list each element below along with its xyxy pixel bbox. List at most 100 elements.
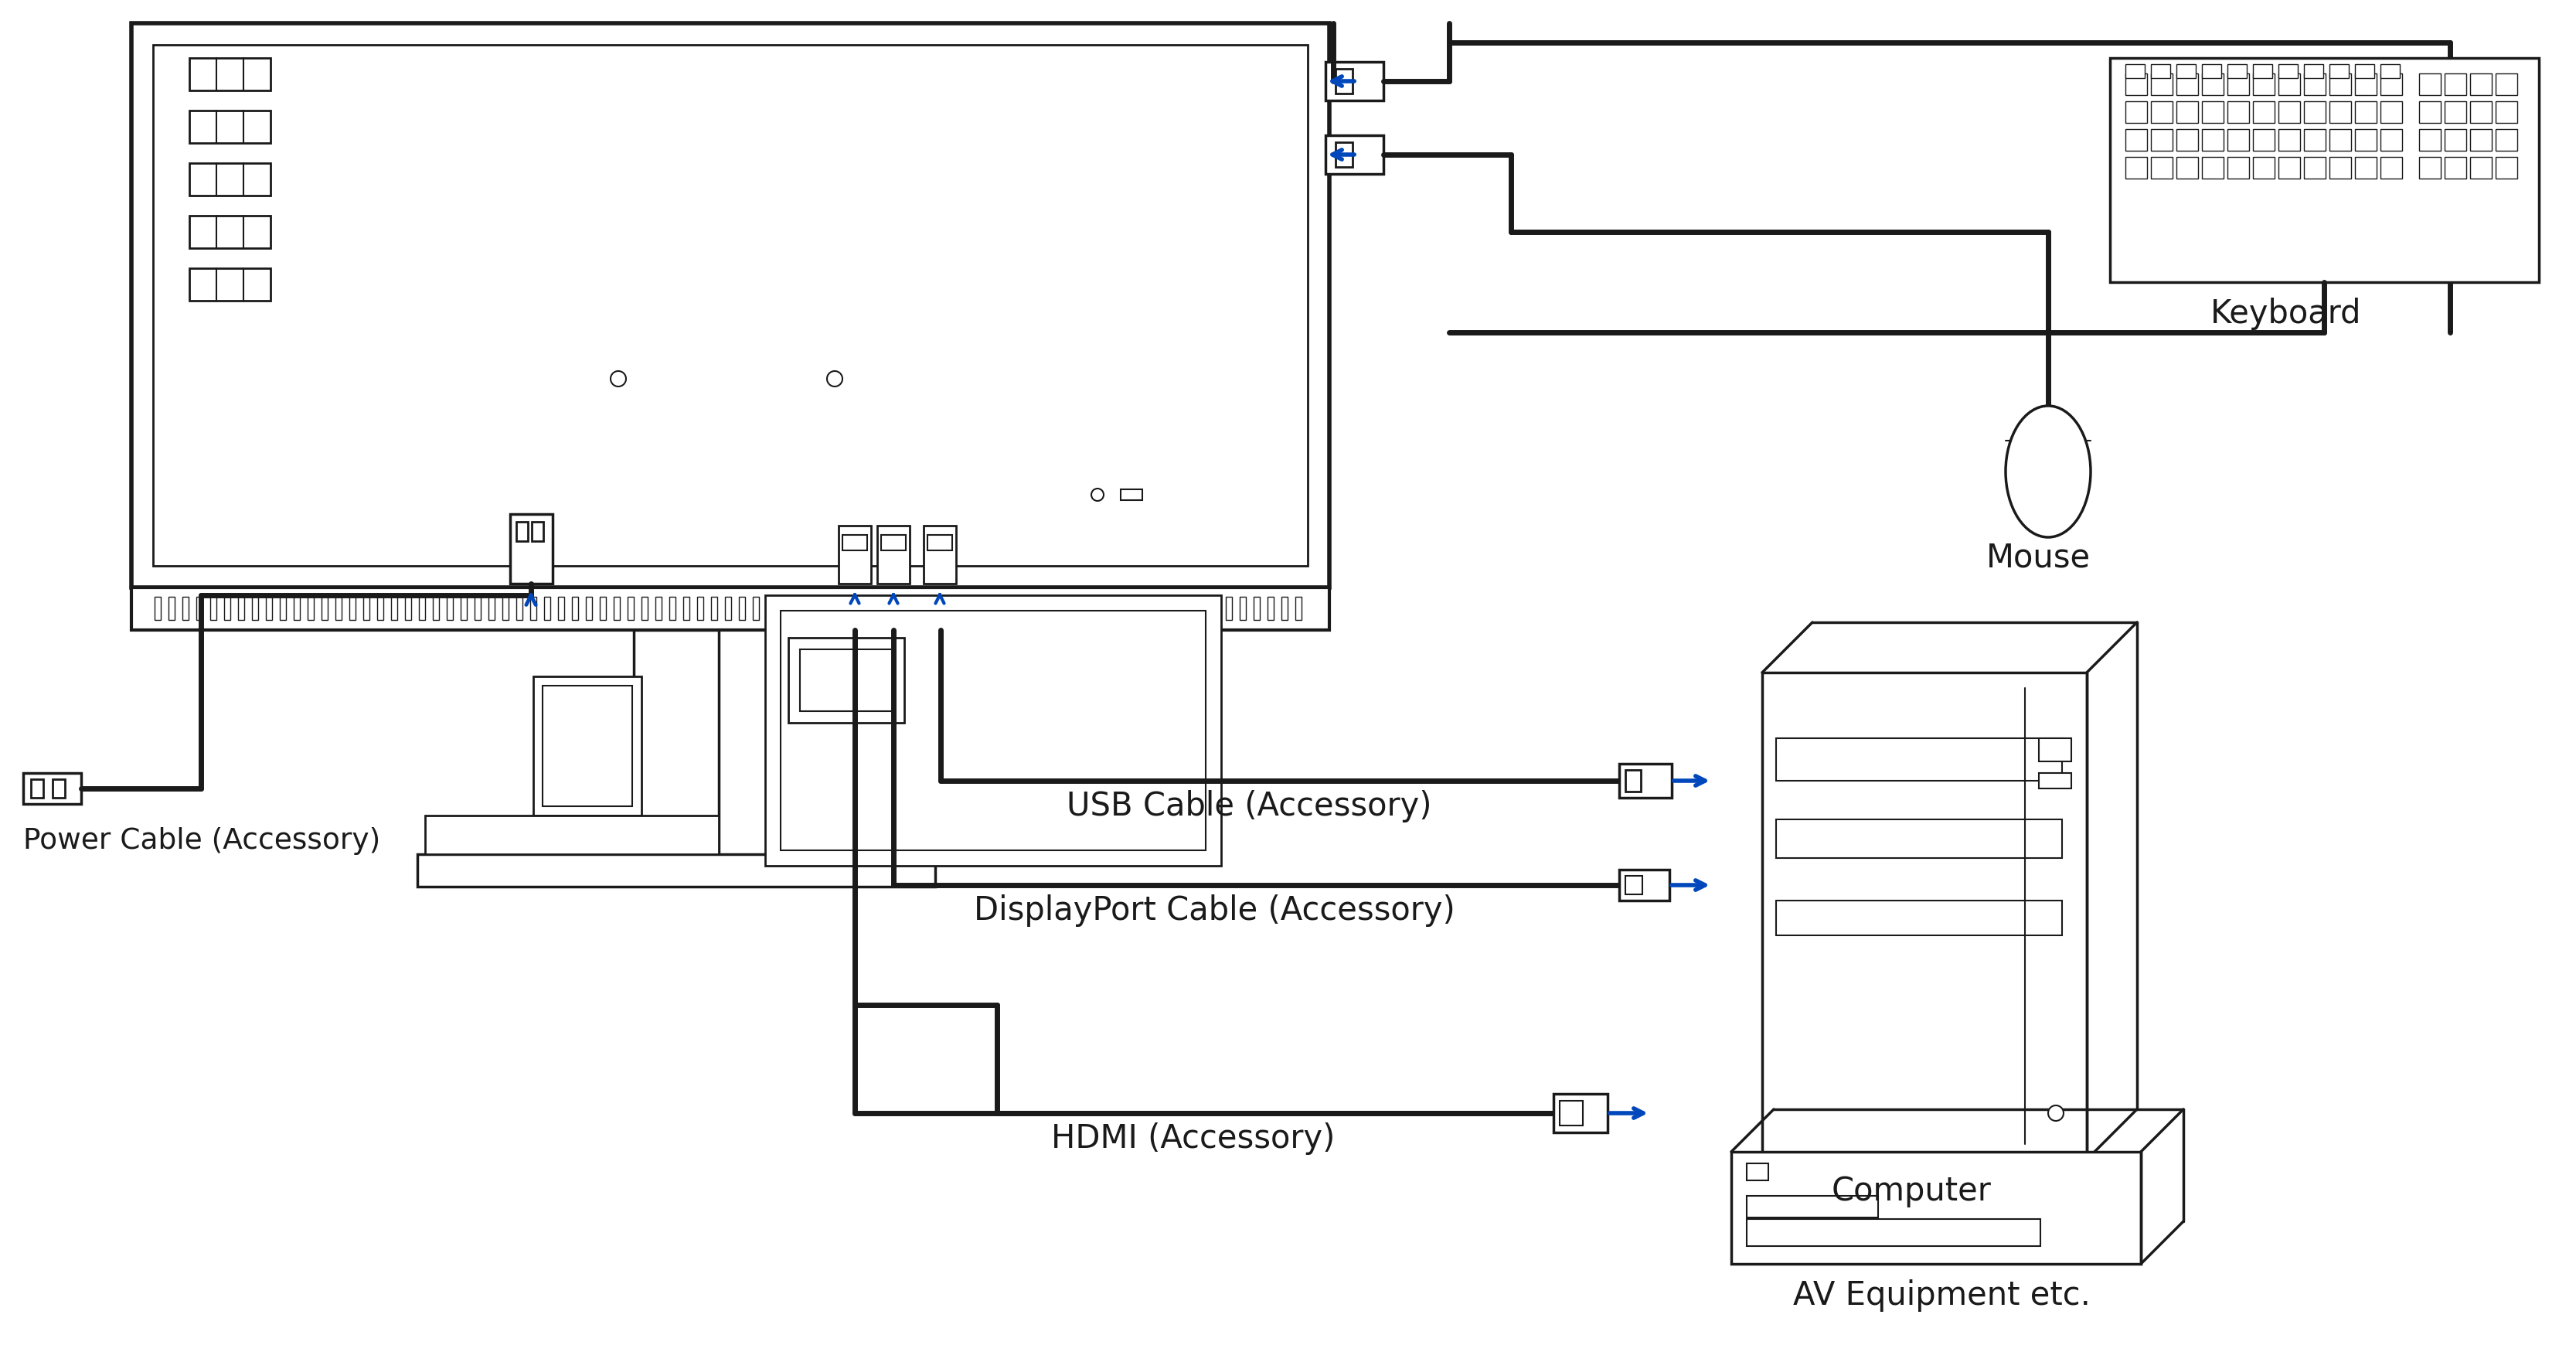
Bar	[1046, 597, 1051, 620]
Text: Mouse: Mouse	[1986, 541, 2092, 574]
Bar	[2254, 129, 2275, 151]
Bar	[531, 522, 544, 541]
Bar	[2329, 157, 2352, 178]
Bar	[1170, 597, 1177, 620]
Bar	[613, 597, 621, 620]
Bar	[920, 597, 925, 620]
Bar	[544, 597, 551, 620]
Bar	[1334, 142, 1352, 167]
Bar	[183, 597, 188, 620]
Bar	[2445, 157, 2465, 178]
Bar	[2110, 57, 2540, 282]
Bar	[2228, 74, 2249, 94]
Bar	[1747, 1197, 1878, 1217]
Bar	[433, 597, 438, 620]
Bar	[502, 597, 507, 620]
Bar	[863, 597, 871, 620]
Bar	[2380, 74, 2401, 94]
Text: USB Cable (Accessory): USB Cable (Accessory)	[1066, 790, 1432, 823]
Bar	[2419, 101, 2439, 123]
Bar	[2202, 64, 2221, 78]
Bar	[1625, 876, 1643, 894]
Bar	[881, 535, 907, 550]
Bar	[2202, 74, 2223, 94]
Bar	[363, 597, 368, 620]
Bar	[850, 597, 855, 620]
Bar	[948, 597, 953, 620]
Bar	[752, 597, 760, 620]
Text: Computer: Computer	[1832, 1175, 1991, 1207]
Bar	[683, 597, 690, 620]
Bar	[989, 597, 994, 620]
Bar	[1121, 489, 1141, 500]
Bar	[822, 597, 829, 620]
Bar	[131, 587, 1329, 630]
Bar	[167, 597, 175, 620]
Bar	[1775, 820, 2061, 858]
Bar	[392, 597, 397, 620]
Bar	[224, 597, 229, 620]
Bar	[294, 597, 299, 620]
Bar	[191, 216, 270, 248]
Bar	[191, 111, 270, 142]
Bar	[2354, 101, 2378, 123]
Bar	[335, 597, 343, 620]
Bar	[1157, 597, 1162, 620]
Bar	[837, 597, 842, 620]
Bar	[1747, 1218, 2040, 1246]
Bar	[2303, 101, 2326, 123]
Bar	[252, 597, 258, 620]
Bar	[2496, 157, 2517, 178]
Bar	[1087, 597, 1092, 620]
Bar	[2354, 157, 2378, 178]
Bar	[925, 526, 956, 583]
Bar	[1280, 597, 1288, 620]
Bar	[425, 816, 719, 854]
Bar	[2254, 101, 2275, 123]
Bar	[131, 23, 1329, 587]
Bar	[1198, 597, 1203, 620]
Bar	[907, 597, 912, 620]
Bar	[1775, 901, 2061, 935]
Bar	[2177, 101, 2197, 123]
Bar	[585, 597, 592, 620]
Bar	[2277, 129, 2300, 151]
Bar	[211, 597, 216, 620]
Bar	[2419, 129, 2439, 151]
Bar	[350, 597, 355, 620]
Bar	[1731, 1151, 2141, 1264]
Text: Power Cable (Accessory): Power Cable (Accessory)	[23, 827, 381, 856]
Bar	[1747, 1218, 2040, 1246]
Bar	[1018, 597, 1023, 620]
Bar	[2177, 129, 2197, 151]
Bar	[2380, 64, 2401, 78]
Bar	[515, 522, 528, 541]
Bar	[196, 597, 204, 620]
Bar	[1267, 597, 1273, 620]
Bar	[52, 779, 64, 798]
Bar	[698, 597, 703, 620]
Bar	[1620, 869, 1669, 901]
Bar	[739, 597, 744, 620]
Bar	[1553, 1094, 1607, 1132]
Bar	[1115, 597, 1121, 620]
Bar	[781, 611, 1206, 850]
Bar	[1558, 1101, 1582, 1125]
Bar	[2228, 129, 2249, 151]
Ellipse shape	[2007, 405, 2092, 537]
Ellipse shape	[611, 371, 626, 386]
Bar	[2470, 101, 2491, 123]
Bar	[307, 597, 314, 620]
Bar	[191, 163, 270, 196]
Bar	[711, 597, 716, 620]
Bar	[1226, 597, 1231, 620]
Ellipse shape	[827, 371, 842, 386]
Bar	[793, 597, 801, 620]
Bar	[281, 597, 286, 620]
Bar	[654, 597, 662, 620]
Bar	[2496, 101, 2517, 123]
Bar	[1762, 672, 2087, 1160]
Bar	[531, 597, 536, 620]
Bar	[2354, 129, 2378, 151]
Bar	[2151, 129, 2172, 151]
